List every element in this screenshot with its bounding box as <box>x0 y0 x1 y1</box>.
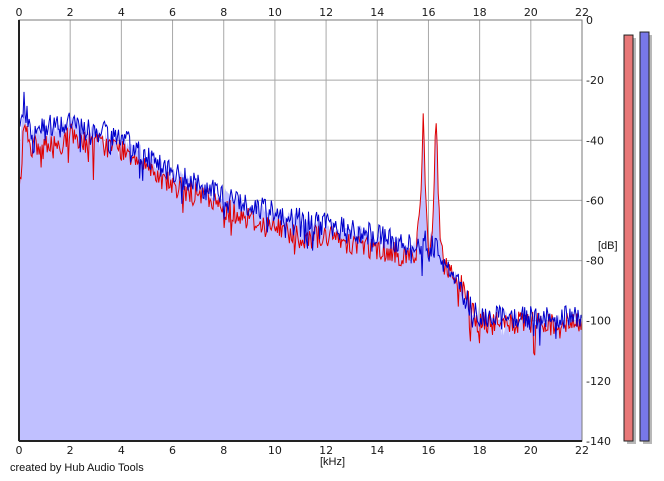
x-tick-label-top: 12 <box>319 6 333 19</box>
x-tick-label-top: 10 <box>268 6 282 19</box>
x-tick-label-top: 18 <box>473 6 487 19</box>
credit-text: created by Hub Audio Tools <box>10 462 144 474</box>
x-tick-label-top: 2 <box>67 6 74 19</box>
y-tick-label: -20 <box>586 74 604 87</box>
x-tick-label-top: 16 <box>421 6 435 19</box>
x-tick-label-bottom: 16 <box>421 444 435 457</box>
x-tick-label-top: 22 <box>575 6 589 19</box>
x-tick-label-top: 4 <box>118 6 125 19</box>
x-tick-label-top: 8 <box>220 6 227 19</box>
x-tick-label-bottom: 6 <box>169 444 176 457</box>
level-meter-blue <box>639 31 650 442</box>
x-tick-label-bottom: 8 <box>220 444 227 457</box>
x-tick-label-top: 6 <box>169 6 176 19</box>
x-tick-label-bottom: 20 <box>524 444 538 457</box>
x-tick-label-bottom: 18 <box>473 444 487 457</box>
x-tick-label-bottom: 0 <box>16 444 23 457</box>
y-axis-unit-label: [dB] <box>598 240 618 252</box>
y-tick-label: -120 <box>586 375 611 388</box>
x-tick-label-bottom: 14 <box>370 444 384 457</box>
x-tick-label-bottom: 12 <box>319 444 333 457</box>
y-tick-label: -140 <box>586 435 611 448</box>
y-tick-label: -60 <box>586 194 604 207</box>
y-tick-label: -100 <box>586 315 611 328</box>
x-tick-label-bottom: 10 <box>268 444 282 457</box>
x-tick-label-bottom: 22 <box>575 444 589 457</box>
y-tick-label: 0 <box>586 14 593 27</box>
x-tick-label-top: 20 <box>524 6 538 19</box>
series-line-blue <box>18 91 583 346</box>
x-tick-label-bottom: 4 <box>118 444 125 457</box>
x-tick-label-bottom: 2 <box>67 444 74 457</box>
level-meter-red <box>623 34 634 442</box>
spectrum-area <box>19 106 582 442</box>
y-tick-label: -40 <box>586 134 604 147</box>
x-tick-label-top: 0 <box>16 6 23 19</box>
x-axis-unit-label: [kHz] <box>320 456 346 468</box>
y-tick-label: -80 <box>586 255 604 268</box>
x-tick-label-top: 14 <box>370 6 384 19</box>
